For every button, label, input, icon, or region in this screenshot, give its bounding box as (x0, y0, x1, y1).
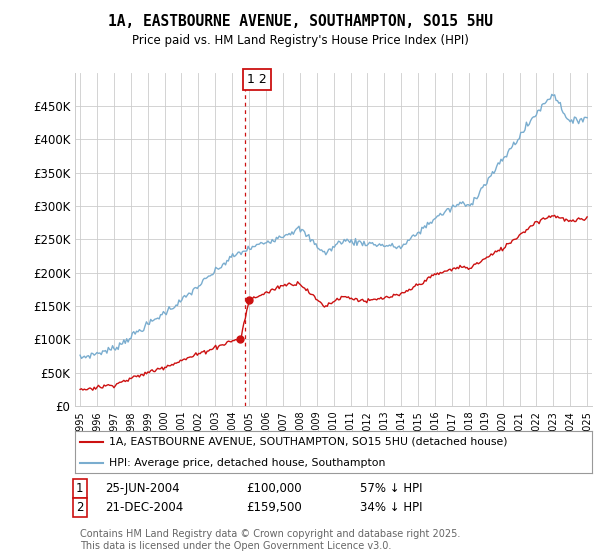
Text: 57% ↓ HPI: 57% ↓ HPI (360, 482, 422, 495)
Text: 25-JUN-2004: 25-JUN-2004 (105, 482, 179, 495)
Text: 21-DEC-2004: 21-DEC-2004 (105, 501, 183, 515)
Text: 34% ↓ HPI: 34% ↓ HPI (360, 501, 422, 515)
Text: 1 2: 1 2 (247, 73, 267, 86)
Text: £159,500: £159,500 (246, 501, 302, 515)
Text: HPI: Average price, detached house, Southampton: HPI: Average price, detached house, Sout… (109, 458, 385, 468)
Text: Contains HM Land Registry data © Crown copyright and database right 2025.
This d: Contains HM Land Registry data © Crown c… (80, 529, 460, 551)
Text: 2: 2 (76, 501, 83, 515)
Text: Price paid vs. HM Land Registry's House Price Index (HPI): Price paid vs. HM Land Registry's House … (131, 34, 469, 46)
Text: 1A, EASTBOURNE AVENUE, SOUTHAMPTON, SO15 5HU: 1A, EASTBOURNE AVENUE, SOUTHAMPTON, SO15… (107, 14, 493, 29)
Text: 1: 1 (76, 482, 83, 495)
Text: £100,000: £100,000 (246, 482, 302, 495)
Text: 1A, EASTBOURNE AVENUE, SOUTHAMPTON, SO15 5HU (detached house): 1A, EASTBOURNE AVENUE, SOUTHAMPTON, SO15… (109, 437, 507, 447)
